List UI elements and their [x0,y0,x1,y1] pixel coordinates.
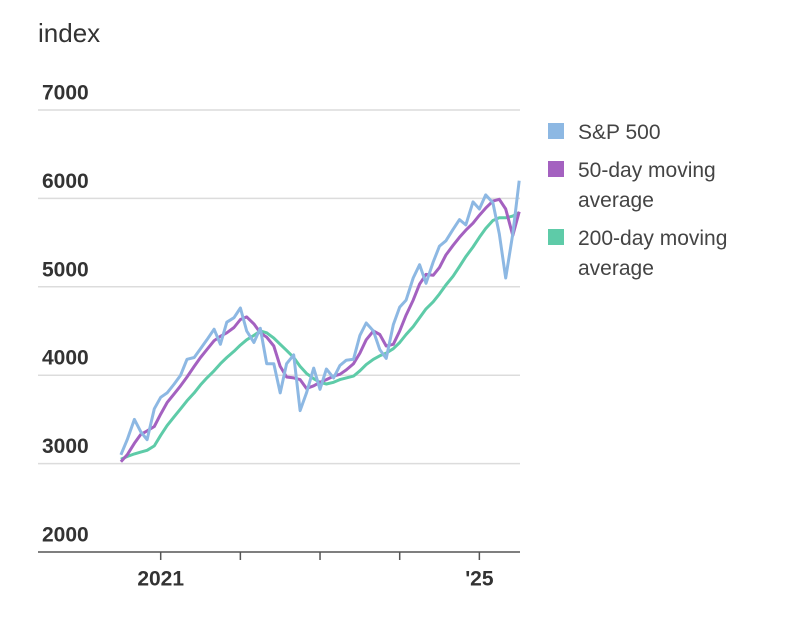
legend-label: S&P 500 [578,121,661,144]
y-tick-label: 4000 [42,347,89,370]
y-tick-label: 3000 [42,435,89,458]
legend-item: S&P 500 [548,118,758,148]
x-tick-label: '25 [465,568,494,591]
x-tick-label: 2021 [137,568,184,591]
legend-label: 200-day moving average [578,227,728,280]
series-line [119,180,521,456]
legend-item: 200-day moving average [548,224,758,284]
y-tick-label: 2000 [42,524,89,547]
series-line [119,197,521,463]
legend-item: 50-day moving average [548,156,758,216]
y-tick-label: 5000 [42,258,89,281]
y-axis-label: index [38,18,101,48]
legend-swatch [548,161,564,177]
legend-swatch [548,123,564,139]
series-line [120,211,520,461]
y-tick-label: 6000 [42,170,89,193]
legend: S&P 500 50-day moving average 200-day movi… [548,118,758,292]
legend-swatch [548,229,564,245]
y-tick-label: 7000 [42,82,89,105]
legend-label: 50-day moving average [578,159,716,212]
